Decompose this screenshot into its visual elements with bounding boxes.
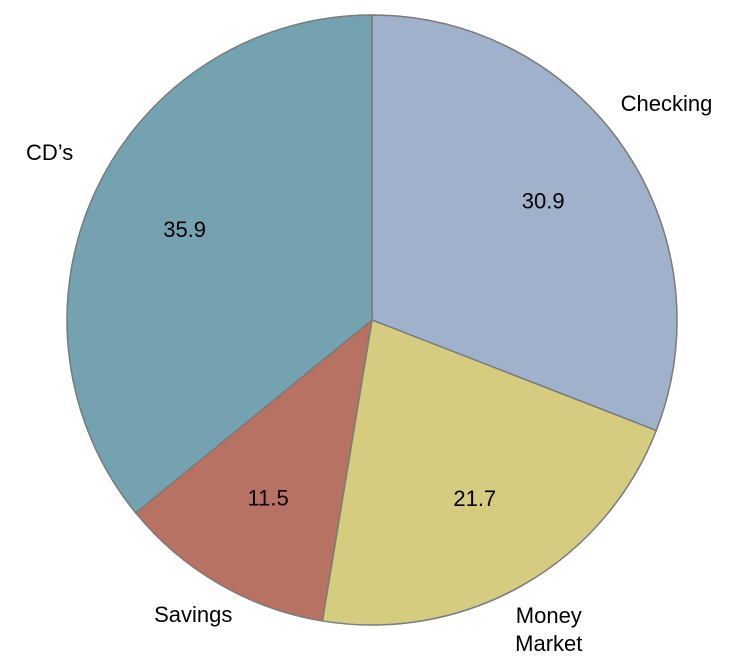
category-label: Money Market [515, 602, 583, 656]
category-label: Checking [620, 91, 713, 117]
category-label: CD’s [25, 140, 74, 166]
category-label-box: Money Market [515, 602, 583, 656]
pie-slice [321, 318, 658, 626]
pie-slice [134, 318, 374, 622]
category-label: Savings [154, 601, 233, 627]
pie-slice [66, 14, 373, 514]
category-label-box: Savings [154, 601, 233, 627]
value-label: 21.7 [453, 486, 496, 511]
value-label: 11.5 [248, 485, 289, 510]
value-label: 30.9 [522, 189, 565, 214]
pie-slice [371, 14, 678, 432]
value-label: 35.9 [163, 217, 206, 242]
category-label-box: Checking [620, 91, 713, 117]
category-label-box: CD’s [25, 140, 74, 166]
